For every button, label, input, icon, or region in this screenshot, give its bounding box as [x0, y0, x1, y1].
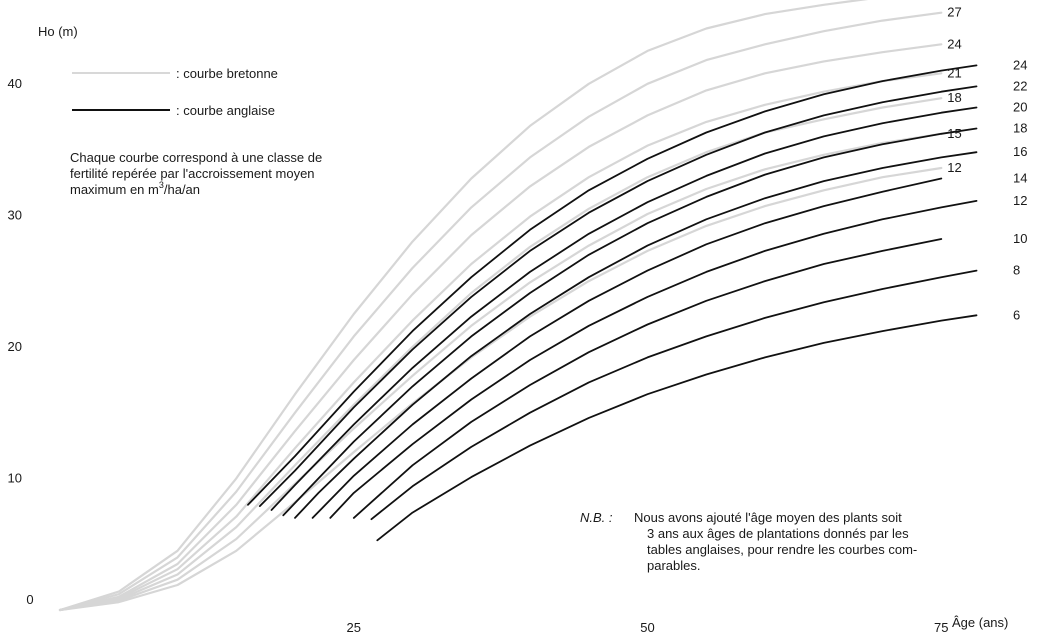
- bretonne-curve-30: [58, 0, 869, 612]
- x-tick-label: 0: [26, 592, 33, 607]
- y-tick-label: 10: [8, 470, 22, 485]
- anglaise-series-group: [247, 64, 978, 542]
- bretonne-series-group: [58, 0, 943, 612]
- note-prefix: N.B. :: [580, 510, 613, 525]
- anglaise-curve-label: 8: [1013, 263, 1020, 278]
- anglaise-curve-label: 18: [1013, 121, 1027, 136]
- anglaise-curve-label: 6: [1013, 307, 1020, 322]
- anglaise-curve-label: 22: [1013, 78, 1027, 93]
- anglaise-curve-label: 24: [1013, 57, 1027, 72]
- note-block: N.B. : Nous avons ajouté l'âge moyen des…: [580, 510, 917, 573]
- bretonne-labels-group: 30272421181512: [947, 5, 961, 175]
- x-axis-label: Âge (ans): [952, 615, 1008, 630]
- legend-unit-superscript: 3: [159, 180, 164, 190]
- y-tick-label: 40: [8, 76, 22, 91]
- y-tick-label: 30: [8, 207, 22, 222]
- anglaise-curve-label: 16: [1013, 144, 1027, 159]
- anglaise-curve-label: 10: [1013, 231, 1027, 246]
- bretonne-curve-12: [58, 166, 943, 612]
- note-line-1: Nous avons ajouté l'âge moyen des plants…: [634, 510, 902, 525]
- bretonne-curve-27: [58, 11, 943, 612]
- bretonne-curve-label: 18: [947, 90, 961, 105]
- bretonne-curve-21: [58, 72, 943, 612]
- bretonne-curve-24: [58, 43, 943, 612]
- bretonne-curve-label: 15: [947, 126, 961, 141]
- note-line-3: tables anglaises, pour rendre les courbe…: [647, 542, 917, 557]
- x-tick-label: 75: [934, 620, 948, 635]
- legend-bretonne-label: : courbe bretonne: [176, 66, 278, 81]
- legend-unit-prefix: maximum en m: [70, 182, 159, 197]
- y-axis: 10 20 30 40: [8, 76, 22, 486]
- x-axis: 0 25 50 75: [26, 592, 948, 635]
- anglaise-curve-20: [270, 106, 978, 511]
- bretonne-curve-18: [58, 97, 943, 612]
- y-axis-label: Ho (m): [38, 24, 78, 39]
- anglaise-curve-label: 20: [1013, 99, 1027, 114]
- note-line-2: 3 ans aux âges de plantations donnés par…: [647, 526, 909, 541]
- anglaise-curve-16: [294, 151, 978, 519]
- bretonne-curve-label: 12: [947, 160, 961, 175]
- legend-description-line-1: Chaque courbe correspond à une classe de: [70, 150, 322, 165]
- y-tick-label: 20: [8, 339, 22, 354]
- bretonne-curve-15: [58, 132, 943, 612]
- anglaise-curve-6: [376, 314, 978, 542]
- anglaise-labels-group: 24 22 20 18 16 14 12 10 8 6: [1013, 57, 1027, 322]
- anglaise-curve-24: [247, 64, 978, 506]
- legend-unit-suffix: /ha/an: [164, 182, 200, 197]
- anglaise-curve-10: [352, 238, 943, 519]
- x-tick-label: 50: [640, 620, 654, 635]
- note-line-4: parables.: [647, 558, 700, 573]
- x-tick-label: 25: [347, 620, 361, 635]
- anglaise-curve-14: [311, 177, 943, 519]
- legend-description-line-2: fertilité repérée par l'accroissement mo…: [70, 166, 315, 181]
- anglaise-curve-label: 14: [1013, 170, 1027, 185]
- anglaise-curve-22: [258, 85, 978, 508]
- anglaise-curve-label: 12: [1013, 193, 1027, 208]
- bretonne-curve-label: 21: [947, 65, 961, 80]
- legend-anglaise-label: : courbe anglaise: [176, 103, 275, 118]
- legend-description-line-3: maximum en m3/ha/an: [70, 180, 200, 197]
- bretonne-curve-label: 24: [947, 36, 961, 51]
- legend: : courbe bretonne : courbe anglaise Chaq…: [70, 66, 322, 197]
- anglaise-curve-8: [370, 269, 978, 521]
- anglaise-curve-18: [282, 127, 978, 517]
- bretonne-curve-label: 27: [947, 5, 961, 20]
- anglaise-curve-12: [329, 199, 978, 519]
